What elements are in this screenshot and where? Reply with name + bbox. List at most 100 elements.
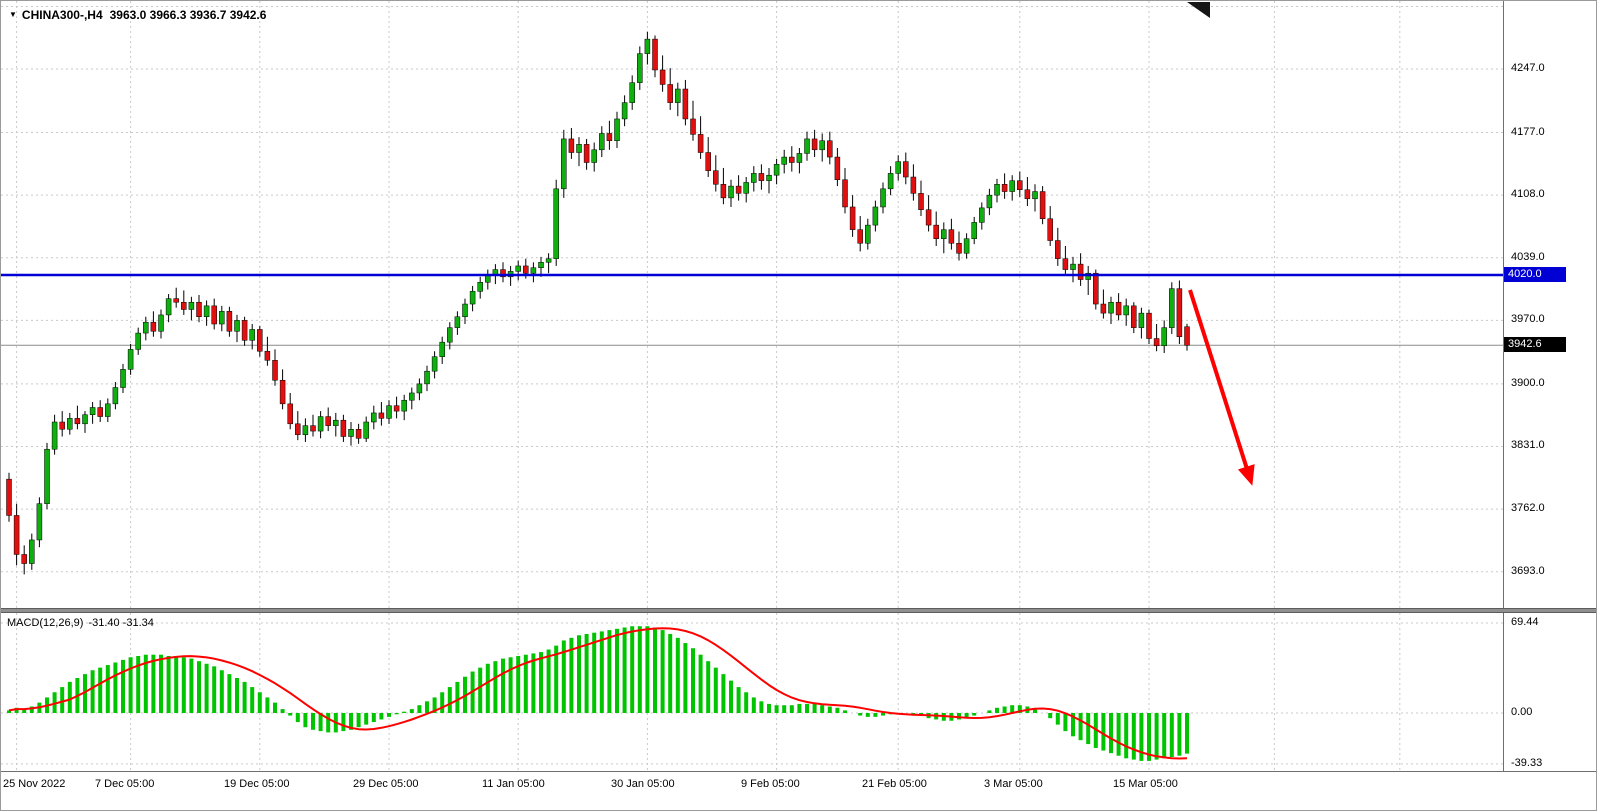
macd-indicator-label: MACD(12,26,9) -31.40 -31.34 [7,617,154,629]
macd-histogram-bar [827,706,832,713]
macd-histogram-bar [751,697,756,713]
bear-candle [1062,258,1069,270]
bull-candle [728,185,734,199]
macd-histogram-bar [166,655,171,713]
bear-candle [74,418,81,425]
macd-histogram-bar [1010,705,1015,713]
bear-candle [211,305,217,325]
macd-histogram-bar [1139,712,1144,761]
bull-candle [994,184,1000,196]
current-price-tag: 3942.6 [1504,337,1566,352]
quick-trade-dropdown-icon[interactable]: ▼ [9,10,17,19]
macd-histogram-bar [371,712,376,723]
price-tick-label: 3831.0 [1511,439,1545,451]
macd-histogram-bar [425,701,429,713]
macd-histogram-bar [736,687,741,713]
macd-histogram-bar [523,654,528,713]
macd-histogram-bar [189,658,194,713]
macd-histogram-bar [835,707,840,713]
bull-candle [1169,288,1175,328]
macd-histogram-bar [295,712,300,723]
bear-candle [1024,189,1031,200]
macd-histogram-bar [440,692,445,713]
macd-histogram-bar [865,712,870,717]
macd-histogram-bar [212,666,217,713]
bull-candle [454,316,461,328]
macd-histogram-bar [22,709,27,713]
macd-histogram-bar [1063,712,1068,732]
bull-candle [887,173,894,190]
macd-histogram-bar [273,702,277,713]
macd-panel-canvas[interactable] [1,613,1503,771]
macd-histogram-bar [242,681,247,713]
bull-candle [986,194,993,209]
macd-histogram-bar [820,705,825,713]
macd-histogram-bar [539,652,543,713]
panel-splitter[interactable] [1,608,1596,613]
macd-histogram-bar [159,654,163,713]
price-tick-label: 4039.0 [1511,251,1545,263]
bull-candle [553,188,559,259]
bull-candle [979,207,985,223]
macd-histogram-bar [379,712,384,720]
price-grid-layer [1,1,1503,608]
macd-histogram-bar [265,697,270,713]
macd-histogram-bar [1101,712,1106,751]
price-axis[interactable]: 4020.0 3942.6 4247.0 4177.0 4108.0 4039.0 39… [1503,1,1596,771]
bear-candle [918,193,924,210]
bear-candle [393,405,400,412]
macd-histogram-bar [174,655,179,713]
bear-candle [264,350,271,361]
bull-candle [1123,305,1129,316]
macd-histogram-bar [584,633,589,713]
bull-candle [530,267,537,274]
macd-histogram-bar [675,637,680,713]
macd-histogram-bar [668,633,673,713]
macd-histogram-bar [1131,712,1136,760]
bull-candle [637,53,643,83]
chart-shift-marker[interactable] [1187,2,1210,18]
bear-candle [690,118,696,135]
macd-histogram-bar [235,678,239,713]
time-tick-label: 30 Jan 05:00 [611,778,675,790]
bull-candle [796,153,803,163]
macd-histogram-bar [554,645,559,713]
bull-candle [773,164,780,176]
bear-candle [925,209,932,226]
trend-arrow-annotation[interactable] [1188,289,1255,486]
bull-candle [29,539,35,564]
macd-histogram-bar [789,705,794,713]
bull-candle [545,258,552,263]
bull-candle [880,188,886,208]
macd-histogram-bar [972,712,977,716]
bull-candle [44,448,50,504]
macd-histogram-bar [653,627,657,713]
bull-candle [675,88,681,103]
macd-histogram-bar [303,712,308,728]
time-tick-label: 25 Nov 2022 [3,778,66,790]
bull-candle [629,82,635,103]
macd-histogram-bar [706,661,711,713]
bear-candle [758,173,765,181]
bear-candle [583,144,590,163]
bear-candle [1077,263,1084,280]
macd-histogram-bar [873,712,878,717]
macd-histogram-bar [136,655,141,713]
macd-histogram-bar [1116,712,1121,756]
macd-histogram-bar [455,681,460,713]
ohlc-readout: 3963.0 3966.3 3936.7 3942.6 [109,8,267,22]
macd-histogram-bar [227,674,232,713]
bull-candle [89,407,96,415]
macd-histogram-bar [729,680,733,713]
macd-histogram-bar [288,712,293,716]
price-chart-canvas[interactable] [1,1,1503,608]
bear-candle [789,156,795,163]
bull-candle [462,303,468,317]
bull-candle [1032,191,1038,200]
macd-histogram-bar [812,703,817,713]
price-tick-label: 4177.0 [1511,126,1545,138]
bear-candle [279,380,286,405]
time-axis[interactable]: 25 Nov 2022 7 Dec 05:00 19 Dec 05:00 29 Dec… [1,771,1596,810]
bull-candle [576,144,582,153]
